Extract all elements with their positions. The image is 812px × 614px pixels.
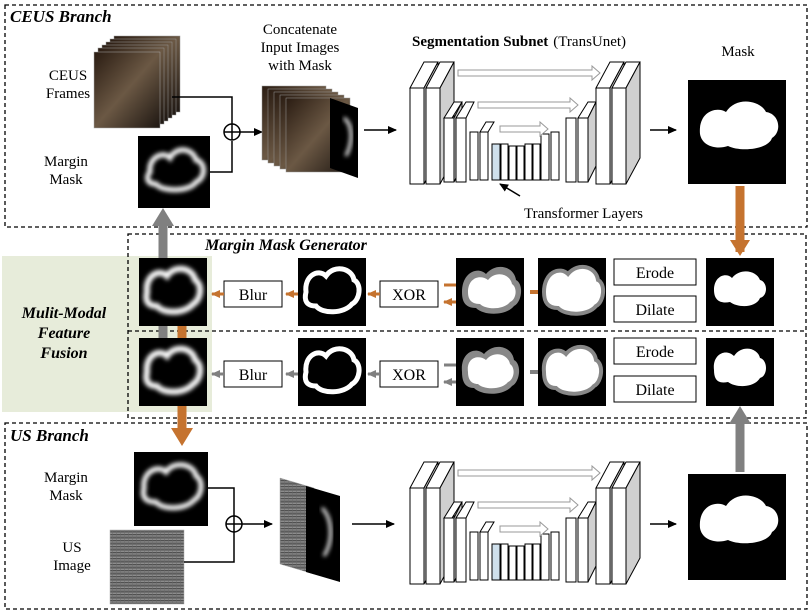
gen2-blur-label: Blur: [239, 367, 268, 384]
gen1-erode-box: [613, 258, 697, 286]
subnet-title-rest: (TransUnet): [553, 34, 626, 50]
gen2-erode-label: Erode: [636, 344, 674, 361]
us-mask-connector: [208, 487, 235, 516]
fusion-line-3: Fusion: [39, 345, 87, 362]
ceus-frames-stack: [93, 35, 181, 129]
gen2-margin-ring: [298, 338, 366, 406]
ceus-margin-label-1: Margin: [44, 154, 88, 170]
gen1-xor-box: [379, 280, 439, 308]
ceus-mask-connector: [210, 141, 233, 173]
ceus-transunet: [409, 61, 641, 185]
gen1-dilated-mask: [538, 258, 606, 326]
concat-stack: [261, 85, 358, 178]
us-branch-title: US Branch: [10, 426, 89, 445]
ceus-combine-icon: [223, 123, 241, 141]
gen2-diff-mask: [456, 338, 524, 406]
gen2-dilated-mask: [538, 338, 606, 406]
gen2-result-mask: [706, 338, 774, 406]
fusion-blurred-mask-1: [139, 258, 207, 326]
gen1-blur-box: [223, 280, 283, 308]
subnet-title-bold: Segmentation Subnet: [412, 34, 548, 50]
fusion-blurred-mask-2: [139, 338, 207, 406]
generator-box: [127, 233, 807, 419]
us-skip-connections: [457, 464, 601, 538]
generator-title: Margin Mask Generator: [204, 237, 368, 254]
gen1-dilate-label: Dilate: [635, 302, 674, 319]
us-branch-box: [4, 422, 808, 610]
gen2-erode-box: [613, 337, 697, 365]
ceus-skip-connections: [457, 64, 601, 138]
gen1-xor-label: XOR: [392, 287, 426, 304]
gen2-xor-box: [379, 360, 439, 388]
us-concat-stack: [279, 477, 340, 582]
concat-label-1: Concatenate: [263, 22, 337, 38]
ceus-branch-box: [4, 4, 808, 228]
ceus-frames-label-2: Frames: [46, 86, 90, 102]
us-margin-label-1: Margin: [44, 470, 88, 486]
us-combine-icon: [225, 515, 243, 533]
gen2-dilate-box: [613, 375, 697, 403]
ceus-mask-label: Mask: [721, 44, 755, 60]
gen2-xor-label: XOR: [392, 367, 426, 384]
us-image-label-1: US: [62, 540, 81, 556]
us-transunet: [409, 461, 641, 585]
transformer-pointer: [499, 183, 521, 197]
concat-label-2: Input Images: [261, 40, 340, 56]
gen1-blur-label: Blur: [239, 287, 268, 304]
gen1-dilate-box: [613, 295, 697, 323]
gray-arrowhead-up: [729, 406, 751, 424]
ceus-margin-mask: [138, 136, 210, 208]
fusion-line-2: Feature: [37, 325, 90, 342]
ceus-margin-label-2: Mask: [49, 172, 83, 188]
concat-label-3: with Mask: [268, 58, 332, 74]
ceus-frames-label-1: CEUS: [49, 68, 87, 84]
gen1-result-mask: [706, 258, 774, 326]
gen1-diff-mask: [456, 258, 524, 326]
gen2-dilate-label: Dilate: [635, 382, 674, 399]
subnet-title: Segmentation Subnet (TransUnet): [412, 34, 626, 50]
transformer-label: Transformer Layers: [524, 206, 643, 222]
us-image-label-2: Image: [53, 558, 91, 574]
fusion-line-1: Mulit-Modal: [21, 305, 107, 322]
ceus-frames-connector: [172, 96, 233, 124]
us-output-mask: [688, 474, 786, 580]
orange-arrowhead-down: [730, 240, 750, 256]
us-margin-mask: [134, 452, 208, 526]
us-image-connector: [184, 532, 235, 563]
gen1-erode-label: Erode: [636, 265, 674, 282]
ceus-branch-title: CEUS Branch: [10, 7, 112, 26]
us-margin-label-2: Mask: [49, 488, 83, 504]
us-image: [109, 529, 185, 605]
gen1-margin-ring: [298, 258, 366, 326]
ceus-output-mask: [688, 80, 786, 184]
